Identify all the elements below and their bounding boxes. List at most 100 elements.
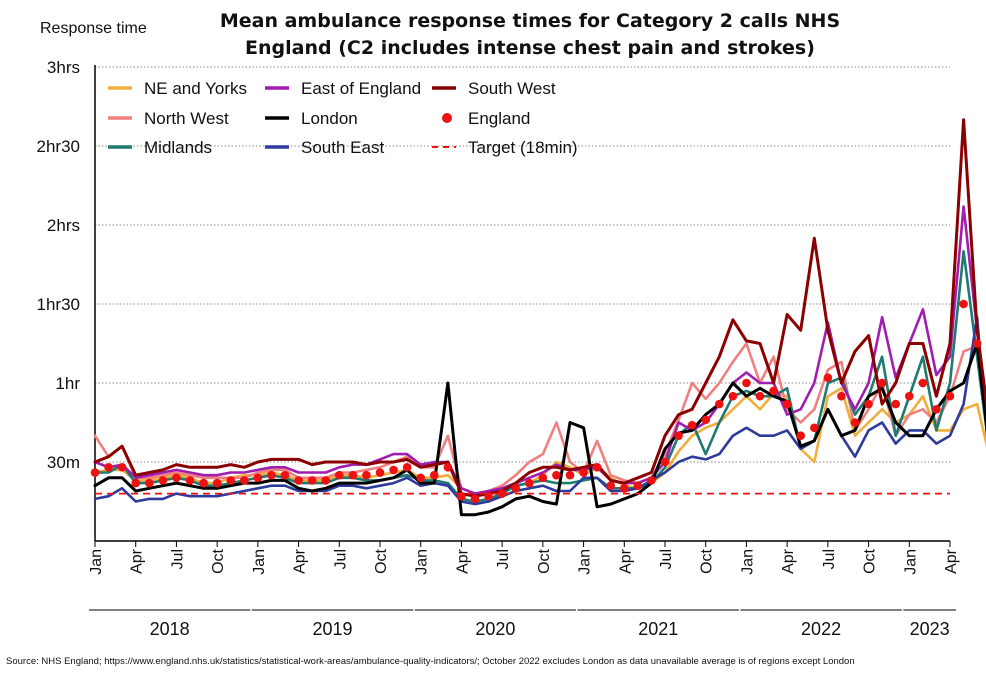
england-point	[660, 457, 670, 467]
legend-label-south-west: South West	[468, 79, 556, 98]
legend-label-midlands: Midlands	[144, 138, 212, 157]
y-tick-label: 30m	[47, 453, 80, 472]
x-tick-label: Apr	[454, 548, 471, 574]
england-point	[362, 470, 371, 480]
x-tick-label: Jan	[88, 549, 105, 575]
england-point	[443, 462, 453, 472]
england-point	[782, 399, 792, 409]
england-point	[104, 462, 113, 472]
england-point	[837, 391, 846, 401]
england-point	[131, 478, 141, 488]
england-point	[158, 476, 168, 485]
x-tick-label: Oct	[536, 548, 553, 573]
england-dots	[90, 299, 982, 504]
series-line-midlands	[93, 250, 986, 503]
england-point	[891, 399, 901, 409]
england-point	[728, 391, 738, 401]
england-point	[416, 473, 426, 483]
england-point	[687, 420, 697, 430]
year-label: 2020	[475, 619, 515, 639]
legend-label-england: England	[468, 109, 530, 128]
england-point	[321, 476, 331, 485]
x-tick-label: Jan	[414, 549, 431, 575]
legend-marker-england	[442, 113, 452, 123]
england-point	[565, 470, 575, 480]
england-point	[606, 481, 616, 491]
england-point	[552, 470, 561, 480]
england-point	[701, 415, 711, 425]
england-point	[334, 470, 344, 480]
england-point	[144, 478, 154, 488]
england-point	[945, 391, 955, 401]
x-tick-label: Apr	[292, 548, 309, 574]
year-label: 2021	[638, 619, 678, 639]
y-tick-label: 2hr30	[37, 137, 80, 156]
legend-label-ne-and-yorks: NE and Yorks	[144, 79, 247, 98]
england-point	[647, 476, 656, 485]
england-point	[796, 431, 806, 440]
x-tick-label: Jul	[821, 549, 838, 569]
england-point	[619, 484, 629, 493]
x-tick-label: Jul	[169, 549, 186, 569]
england-point	[714, 399, 724, 409]
england-point	[402, 462, 412, 472]
chart-title: Mean ambulance response times for Catego…	[219, 10, 841, 59]
x-tick-label: Jul	[332, 549, 349, 569]
series-lines	[93, 118, 986, 517]
england-point	[769, 386, 778, 396]
x-tick-label: Apr	[129, 548, 146, 574]
y-tick-label: 1hr30	[37, 295, 80, 314]
x-tick-label: Apr	[617, 548, 634, 574]
england-point	[457, 491, 466, 501]
x-tick-label: Apr	[780, 548, 797, 574]
y-tick-label: 2hrs	[47, 216, 80, 235]
england-point	[375, 468, 385, 477]
gridlines	[95, 66, 950, 463]
x-tick-label: Jul	[495, 549, 512, 569]
year-label: 2019	[312, 619, 352, 639]
england-point	[959, 299, 968, 309]
england-point	[755, 391, 765, 401]
legend-label-london: London	[301, 109, 358, 128]
england-point	[592, 462, 602, 472]
legend: NE and Yorks North West Midlands East of En…	[108, 79, 578, 157]
england-point	[429, 470, 439, 480]
x-tick-label: Oct	[862, 548, 879, 573]
england-point	[239, 476, 249, 485]
x-tick-label: Oct	[373, 548, 390, 573]
england-point	[172, 473, 181, 483]
england-point	[633, 481, 643, 491]
england-point	[674, 431, 683, 440]
england-point	[524, 478, 534, 488]
england-point	[226, 476, 236, 485]
england-point	[511, 484, 521, 493]
england-point	[850, 418, 860, 427]
series-line-south-east	[93, 315, 986, 506]
x-tick-label: Oct	[210, 548, 227, 573]
source-note: Source: NHS England; https://www.england…	[6, 656, 855, 667]
x-tick-label: Jan	[739, 549, 756, 575]
year-label: 2023	[910, 619, 950, 639]
england-point	[972, 339, 982, 348]
england-point	[117, 462, 127, 472]
x-tick-label: Apr	[943, 548, 960, 574]
series-line-south-west	[93, 118, 986, 498]
england-point	[185, 476, 195, 485]
x-tick-label: Jul	[658, 549, 675, 569]
england-point	[307, 476, 317, 485]
england-point	[864, 399, 873, 409]
y-tick-label: 1hr	[55, 374, 80, 393]
england-point	[877, 378, 887, 388]
axes: 30m 1hr 1hr30 2hrs 2hr30 3hrs Jan Apr Jul Oct Jan A…	[37, 58, 960, 639]
england-point	[918, 378, 928, 388]
england-point	[904, 391, 914, 401]
england-point	[809, 423, 819, 433]
england-point	[538, 473, 548, 483]
x-tick-label: Jan	[251, 549, 268, 575]
year-label: 2018	[150, 619, 190, 639]
england-point	[90, 468, 100, 477]
x-tick-label: Jan	[902, 549, 919, 575]
legend-label-north-west: North West	[144, 109, 229, 128]
legend-label-target-18min-: Target (18min)	[468, 138, 578, 157]
